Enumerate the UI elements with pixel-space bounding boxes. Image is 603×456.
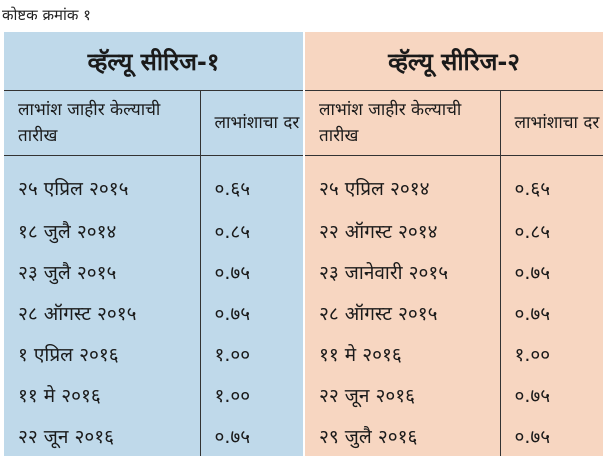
table-row: २८ ऑगस्ट २०१५ ०.७५ २८ ऑगस्ट २०१५ ०.७५ (4, 292, 603, 333)
series-2-rate-cell: ०.७५ (499, 415, 603, 456)
series-1-rate-header: लाभांशाचा दर (199, 90, 304, 156)
series-2-rate-header: लाभांशाचा दर (499, 90, 603, 156)
series-1-rate-cell: ०.७५ (199, 415, 304, 456)
series-header-row: व्हॅल्यू सीरिज-१ व्हॅल्यू सीरिज-२ (4, 32, 603, 91)
series-1-date-header: लाभांश जाहीर केल्याची तारीख (4, 90, 200, 156)
series-2-rate-cell: ०.७५ (499, 292, 603, 333)
table-row: ११ मे २०१६ १.०० २२ जून २०१६ ०.७५ (4, 374, 603, 415)
dividend-table-container: व्हॅल्यू सीरिज-१ व्हॅल्यू सीरिज-२ लाभांश… (4, 32, 603, 456)
series-1-date-cell: २८ ऑगस्ट २०१५ (4, 292, 200, 333)
series-1-date-cell: १ एप्रिल २०१६ (4, 333, 200, 374)
series-2-date-cell: २५ एप्रिल २०१४ (303, 155, 500, 210)
series-1-date-cell: ११ मे २०१६ (4, 374, 200, 415)
series-1-title: व्हॅल्यू सीरिज-१ (4, 32, 304, 91)
series-1-date-cell: २२ जून २०१६ (4, 415, 200, 456)
series-2-rate-cell: ०.६५ (499, 155, 603, 210)
series-1-rate-cell: ०.७५ (199, 292, 304, 333)
series-2-rate-cell: १.०० (499, 333, 603, 374)
series-1-date-cell: २५ एप्रिल २०१५ (4, 155, 200, 210)
series-1-rate-cell: ०.७५ (199, 251, 304, 292)
series-2-date-cell: २२ जून २०१६ (303, 374, 500, 415)
dividend-table: व्हॅल्यू सीरिज-१ व्हॅल्यू सीरिज-२ लाभांश… (4, 32, 603, 456)
series-1-date-cell: १८ जुलै २०१४ (4, 210, 200, 251)
series-2-date-cell: २२ ऑगस्ट २०१४ (303, 210, 500, 251)
series-2-date-header: लाभांश जाहीर केल्याची तारीख (303, 90, 500, 156)
series-2-date-cell: २९ जुलै २०१६ (303, 415, 500, 456)
column-header-row: लाभांश जाहीर केल्याची तारीख लाभांशाचा दर… (4, 90, 603, 156)
series-2-date-cell: २३ जानेवारी २०१५ (303, 251, 500, 292)
series-2-date-cell: ११ मे २०१६ (303, 333, 500, 374)
series-1-rate-cell: १.०० (199, 374, 304, 415)
series-1-rate-cell: ०.८५ (199, 210, 304, 251)
series-2-rate-cell: ०.८५ (499, 210, 603, 251)
series-1-date-cell: २३ जुलै २०१५ (4, 251, 200, 292)
series-2-rate-cell: ०.७५ (499, 251, 603, 292)
table-row: २३ जुलै २०१५ ०.७५ २३ जानेवारी २०१५ ०.७५ (4, 251, 603, 292)
table-row: १८ जुलै २०१४ ०.८५ २२ ऑगस्ट २०१४ ०.८५ (4, 210, 603, 251)
table-row: २५ एप्रिल २०१५ ०.६५ २५ एप्रिल २०१४ ०.६५ (4, 155, 603, 210)
table-row: २२ जून २०१६ ०.७५ २९ जुलै २०१६ ०.७५ (4, 415, 603, 456)
series-2-title: व्हॅल्यू सीरिज-२ (303, 32, 603, 91)
series-1-rate-cell: ०.६५ (199, 155, 304, 210)
table-row: १ एप्रिल २०१६ १.०० ११ मे २०१६ १.०० (4, 333, 603, 374)
series-2-rate-cell: ०.७५ (499, 374, 603, 415)
series-2-date-cell: २८ ऑगस्ट २०१५ (303, 292, 500, 333)
table-caption: कोष्टक क्रमांक १ (2, 6, 91, 24)
series-1-rate-cell: १.०० (199, 333, 304, 374)
